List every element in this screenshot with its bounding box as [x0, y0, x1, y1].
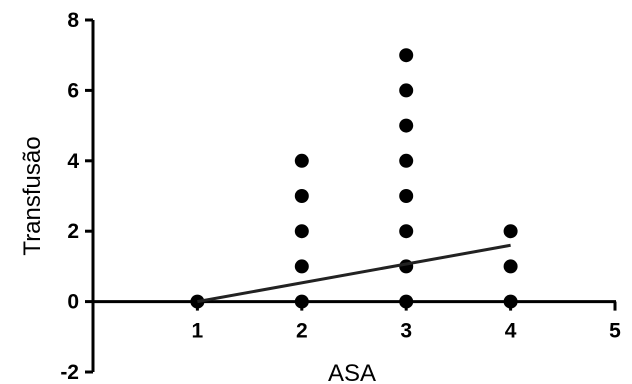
- data-point: [399, 294, 414, 309]
- x-tick-label: 2: [296, 320, 308, 343]
- data-points: [190, 48, 518, 309]
- trend-line: [197, 243, 511, 304]
- y-tick-label: 6: [67, 79, 79, 102]
- data-point: [399, 48, 414, 63]
- data-point: [399, 189, 414, 203]
- y-tick-label: 8: [67, 9, 79, 32]
- data-point: [399, 224, 414, 239]
- data-point: [294, 153, 309, 168]
- trend-line-group: [197, 243, 511, 304]
- x-tick-label: 4: [505, 320, 517, 343]
- data-point: [294, 189, 309, 203]
- data-point: [503, 259, 518, 274]
- y-tick-label: -2: [60, 361, 79, 384]
- x-axis-title: ASA: [328, 360, 376, 384]
- data-point: [399, 118, 414, 133]
- x-tick-label: 1: [192, 320, 204, 343]
- x-tick-label: 5: [609, 320, 621, 343]
- y-axis-title: Transfusão: [19, 136, 46, 255]
- y-tick-label: 4: [67, 150, 79, 173]
- y-tick-label: 0: [67, 291, 79, 314]
- axes: -2 0 2 4 6 8 1 2 3 4 5: [60, 9, 621, 384]
- y-tick-label: 2: [67, 220, 79, 243]
- data-point: [503, 224, 518, 239]
- data-point: [294, 294, 309, 309]
- data-point: [399, 153, 414, 168]
- data-point: [503, 294, 518, 309]
- data-point: [399, 83, 414, 98]
- x-tick-label: 3: [400, 320, 412, 343]
- data-point: [294, 224, 309, 239]
- data-point: [294, 259, 309, 274]
